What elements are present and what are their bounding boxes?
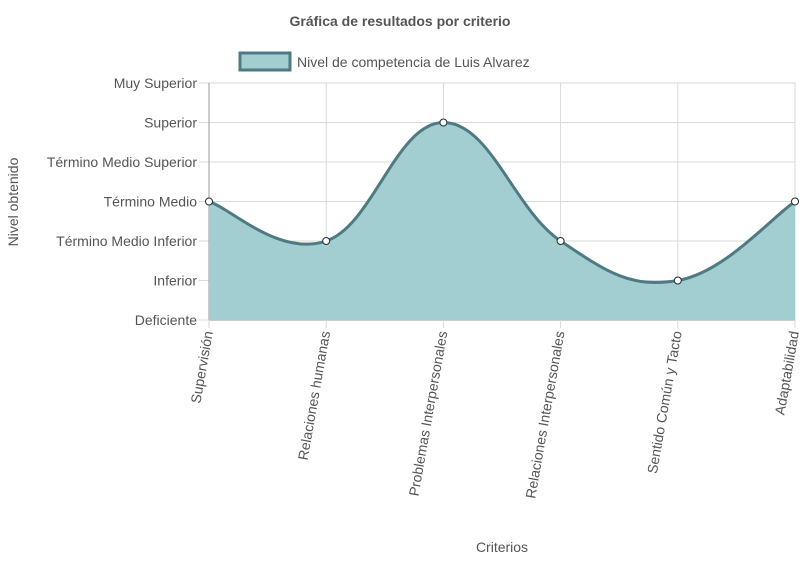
y-tick-label: Deficiente: [135, 312, 197, 328]
series-area: [208, 120, 796, 320]
x-tick-label: Problemas Interpersonales: [406, 330, 451, 498]
x-tick-label: Supervisión: [187, 330, 215, 405]
x-tick-label: Sentido Común y Tacto: [644, 330, 685, 475]
x-axis-title: Criterios: [476, 539, 528, 555]
area-fill: [209, 122, 795, 320]
y-tick-label: Inferior: [153, 273, 197, 289]
y-tick-label: Término Medio Superior: [47, 154, 198, 170]
data-point[interactable]: [205, 197, 213, 206]
y-tick-labels: Deficiente Inferior Término Medio Inferior…: [47, 75, 198, 328]
series-line: [208, 120, 796, 285]
series-points: [205, 118, 799, 285]
y-axis-title: Nivel obtenido: [5, 157, 21, 246]
legend-label: Nivel de competencia de Luis Alvarez: [297, 54, 530, 70]
x-tick-label: Relaciones Interpersonales: [522, 330, 567, 500]
y-tick-label: Término Medio Inferior: [56, 233, 197, 249]
x-tick-label: Relaciones humanas: [295, 330, 333, 462]
data-point[interactable]: [439, 118, 448, 127]
data-point[interactable]: [322, 237, 331, 245]
legend-swatch: [238, 51, 292, 72]
chart-title: Gráfica de resultados por criterio: [290, 13, 511, 29]
y-tick-label: Término Medio: [104, 194, 198, 210]
x-tick-labels: Supervisión Relaciones humanas Problemas I…: [187, 330, 800, 500]
y-tick-label: Muy Superior: [114, 75, 198, 91]
data-point[interactable]: [673, 276, 682, 285]
legend[interactable]: Nivel de competencia de Luis Alvarez: [238, 51, 530, 72]
data-point[interactable]: [556, 237, 565, 245]
x-tick-label: Adaptabilidad: [771, 330, 800, 416]
data-point[interactable]: [791, 197, 799, 206]
y-tick-label: Superior: [144, 115, 197, 131]
